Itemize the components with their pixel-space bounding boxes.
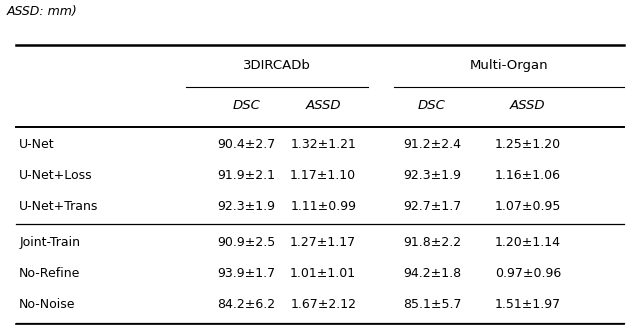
- Text: ASSD: ASSD: [510, 99, 546, 112]
- Text: 1.07±0.95: 1.07±0.95: [495, 200, 561, 212]
- Text: U-Net+Trans: U-Net+Trans: [19, 200, 99, 212]
- Text: 1.01±1.01: 1.01±1.01: [290, 267, 356, 280]
- Text: 90.4±2.7: 90.4±2.7: [217, 138, 276, 151]
- Text: 90.9±2.5: 90.9±2.5: [217, 237, 276, 249]
- Text: 1.17±1.10: 1.17±1.10: [290, 169, 356, 182]
- Text: 92.3±1.9: 92.3±1.9: [403, 169, 461, 182]
- Text: DSC: DSC: [418, 99, 446, 112]
- Text: 92.3±1.9: 92.3±1.9: [218, 200, 275, 212]
- Text: ASSD: ASSD: [305, 99, 341, 112]
- Text: 93.9±1.7: 93.9±1.7: [218, 267, 275, 280]
- Text: 91.9±2.1: 91.9±2.1: [218, 169, 275, 182]
- Text: 1.51±1.97: 1.51±1.97: [495, 298, 561, 311]
- Text: 84.2±6.2: 84.2±6.2: [218, 298, 275, 311]
- Text: No-Noise: No-Noise: [19, 298, 76, 311]
- Text: 85.1±5.7: 85.1±5.7: [403, 298, 461, 311]
- Text: U-Net: U-Net: [19, 138, 55, 151]
- Text: No-Refine: No-Refine: [19, 267, 81, 280]
- Text: Multi-Organ: Multi-Organ: [470, 59, 548, 72]
- Text: 91.2±2.4: 91.2±2.4: [403, 138, 461, 151]
- Text: 94.2±1.8: 94.2±1.8: [403, 267, 461, 280]
- Text: U-Net+Loss: U-Net+Loss: [19, 169, 93, 182]
- Text: 92.7±1.7: 92.7±1.7: [403, 200, 461, 212]
- Text: 0.97±0.96: 0.97±0.96: [495, 267, 561, 280]
- Text: 1.25±1.20: 1.25±1.20: [495, 138, 561, 151]
- Text: 1.16±1.06: 1.16±1.06: [495, 169, 561, 182]
- Text: Joint-Train: Joint-Train: [19, 237, 80, 249]
- Text: 1.11±0.99: 1.11±0.99: [290, 200, 356, 212]
- Text: ASSD: mm): ASSD: mm): [6, 5, 77, 18]
- Text: 1.32±1.21: 1.32±1.21: [291, 138, 356, 151]
- Text: 1.67±2.12: 1.67±2.12: [290, 298, 356, 311]
- Text: DSC: DSC: [232, 99, 260, 112]
- Text: 91.8±2.2: 91.8±2.2: [403, 237, 461, 249]
- Text: 1.27±1.17: 1.27±1.17: [290, 237, 356, 249]
- Text: 1.20±1.14: 1.20±1.14: [495, 237, 561, 249]
- Text: 3DIRCADb: 3DIRCADb: [243, 59, 311, 72]
